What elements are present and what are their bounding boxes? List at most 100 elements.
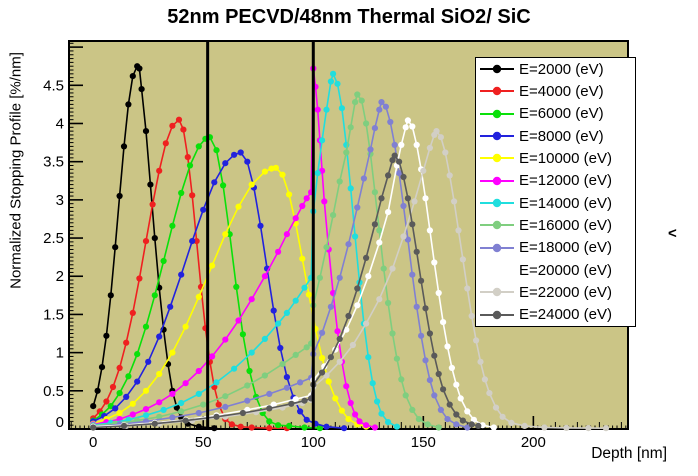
series-marker xyxy=(376,296,383,303)
series-marker xyxy=(178,189,185,197)
series-marker xyxy=(186,162,194,169)
legend-label: E=20000 (eV) xyxy=(519,261,612,279)
legend-label: E=10000 (eV) xyxy=(519,149,612,167)
series-marker xyxy=(330,70,337,77)
y-tick-label: 1.5 xyxy=(43,306,64,323)
series-marker xyxy=(352,411,359,418)
series-marker xyxy=(246,367,253,375)
series-marker xyxy=(402,392,409,399)
series-marker xyxy=(244,397,251,404)
series-marker xyxy=(145,358,152,365)
series-marker xyxy=(371,424,378,431)
series-marker xyxy=(468,312,475,320)
series-marker xyxy=(354,302,361,309)
series-marker xyxy=(437,406,444,413)
series-marker xyxy=(380,265,387,272)
y-tick-label: 2 xyxy=(56,268,64,285)
series-marker xyxy=(343,326,350,333)
legend-marker xyxy=(480,221,514,230)
series-marker xyxy=(209,262,216,269)
series-marker xyxy=(169,222,176,229)
x-tick-label: 100 xyxy=(301,434,326,451)
series-marker xyxy=(275,320,282,327)
series-marker xyxy=(492,404,500,411)
series-marker xyxy=(136,65,143,72)
series-marker xyxy=(358,97,365,104)
series-marker xyxy=(475,422,482,429)
chart-title: 52nm PECVD/48nm Thermal SiO2/ SiC xyxy=(167,6,531,28)
series-marker xyxy=(486,390,493,397)
series-marker xyxy=(402,124,409,131)
series-marker xyxy=(301,284,308,291)
legend-marker xyxy=(480,176,514,185)
series-marker xyxy=(398,376,405,383)
series-marker xyxy=(481,376,488,383)
series-marker xyxy=(142,412,150,419)
legend-label: E=18000 (eV) xyxy=(519,239,612,257)
series-marker xyxy=(316,274,323,281)
series-marker xyxy=(239,331,246,338)
series-marker xyxy=(222,393,229,400)
legend-label: E=24000 (eV) xyxy=(519,306,612,324)
series-marker xyxy=(451,198,458,205)
series-marker xyxy=(446,172,453,179)
series-marker xyxy=(490,424,497,431)
series-marker xyxy=(195,423,202,430)
y-tick-label: 4.5 xyxy=(43,77,64,94)
series-marker xyxy=(195,367,202,375)
series-marker xyxy=(431,259,438,266)
series-marker xyxy=(369,380,376,387)
series-marker xyxy=(404,117,411,124)
series-marker xyxy=(453,381,460,388)
series-marker xyxy=(323,106,330,113)
series-marker xyxy=(367,146,374,153)
series-marker xyxy=(142,323,150,330)
series-marker xyxy=(167,303,174,310)
series-marker xyxy=(327,354,334,361)
series-marker xyxy=(283,384,290,391)
series-marker xyxy=(327,303,334,310)
legend-marker xyxy=(480,265,514,275)
series-marker xyxy=(442,149,449,156)
series-marker xyxy=(244,382,251,389)
legend-marker xyxy=(480,310,514,319)
series-marker xyxy=(228,421,235,428)
series-marker xyxy=(151,235,158,242)
series-marker xyxy=(209,353,216,360)
series-marker xyxy=(327,78,334,85)
series-marker xyxy=(378,99,385,106)
series-marker xyxy=(222,160,229,167)
series-marker xyxy=(107,292,114,299)
series-marker xyxy=(455,227,462,234)
series-marker xyxy=(319,369,326,376)
series-marker xyxy=(125,373,132,380)
series-marker xyxy=(336,274,343,281)
series-marker xyxy=(147,181,154,188)
series-marker xyxy=(385,419,392,426)
series-marker xyxy=(213,379,220,386)
series-marker xyxy=(283,374,290,381)
series-marker xyxy=(426,330,433,337)
series-marker xyxy=(235,203,242,210)
y-tick-label: 3.5 xyxy=(43,154,64,171)
series-marker xyxy=(585,425,592,432)
series-marker xyxy=(136,275,143,282)
series-marker xyxy=(338,105,345,112)
series-marker xyxy=(319,137,326,144)
series-marker xyxy=(400,202,407,210)
series-marker xyxy=(382,103,389,110)
series-marker xyxy=(266,405,273,412)
series-marker xyxy=(345,312,352,320)
series-marker xyxy=(112,405,119,412)
series-marker xyxy=(231,365,238,372)
series-marker xyxy=(378,410,385,417)
series-marker xyxy=(151,420,158,427)
series-marker xyxy=(151,292,158,299)
series-marker xyxy=(363,120,370,127)
series-marker xyxy=(349,341,356,349)
series-marker xyxy=(222,231,229,238)
series-marker xyxy=(360,175,367,182)
series-marker xyxy=(129,411,136,418)
series-marker xyxy=(98,364,106,371)
series-marker xyxy=(292,351,299,358)
